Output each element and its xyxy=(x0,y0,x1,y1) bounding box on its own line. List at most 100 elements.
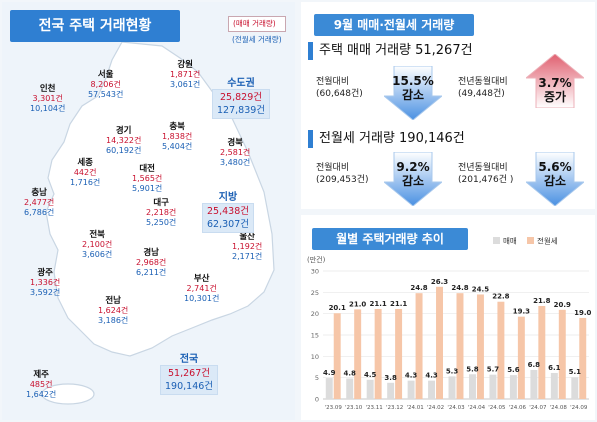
data-label-jeonse: 20.9 xyxy=(554,301,571,309)
x-tick-label: '24.03 xyxy=(447,405,465,411)
region-sale: 1,336건 xyxy=(30,278,61,287)
data-label-sale: 3.8 xyxy=(384,374,397,382)
region-name: 강원 xyxy=(177,60,193,70)
region-sale: 2,741건 xyxy=(186,284,217,293)
y-tick-label: 0 xyxy=(315,396,319,404)
y-tick-label: 30 xyxy=(311,268,319,276)
region-name: 전남 xyxy=(105,296,121,306)
x-tick-label: '24.08 xyxy=(550,405,568,411)
region-chungbuk: 충북 1,838건 5,404건 xyxy=(162,122,192,152)
summary-jeonse: 127,839건 xyxy=(217,105,266,116)
bar-sale xyxy=(428,380,436,399)
x-tick-label: '23.09 xyxy=(325,405,343,411)
legend-sale-label: 매매 xyxy=(503,237,517,246)
region-name: 제주 xyxy=(33,370,49,380)
region-jeonbuk: 전북 2,100건 3,606건 xyxy=(82,230,112,260)
bar-sale xyxy=(469,374,476,399)
jeonse-yoy-rate: 5.6% xyxy=(538,160,572,174)
region-jeonse: 3,606건 xyxy=(82,250,113,259)
sale-yoy-up-arrow-icon: 3.7% 증가 xyxy=(524,53,586,109)
region-name: 광주 xyxy=(37,268,53,278)
region-jeonse: 5,404건 xyxy=(162,142,193,151)
bar-sale xyxy=(509,375,517,399)
region-name: 대구 xyxy=(153,198,169,208)
summary-jeonse: 62,307건 xyxy=(207,219,249,230)
bar-jeonse xyxy=(517,316,525,399)
data-label-sale: 5.3 xyxy=(446,367,459,375)
chart-panel-title: 월별 주택거래량 추이 xyxy=(312,228,468,250)
region-name: 세종 xyxy=(77,158,93,168)
region-sale: 14,322건 xyxy=(106,136,142,145)
region-gyeonggi: 경기 14,322건 60,192건 xyxy=(106,126,141,156)
data-label-jeonse: 20.1 xyxy=(329,304,346,312)
summary-local: 지방 25,438건 62,307건 xyxy=(202,188,254,233)
legend-jeonse: (전월세 거래량) xyxy=(232,35,282,44)
region-chungnam: 충남 2,477건 6,786건 xyxy=(24,188,54,218)
data-label-jeonse: 21.0 xyxy=(349,300,366,308)
region-name: 부산 xyxy=(193,274,210,284)
region-name: 대전 xyxy=(139,164,155,174)
region-jeonse: 1,716건 xyxy=(70,178,101,187)
jeonse-mom-down-arrow-icon: 9.2% 감소 xyxy=(382,151,444,207)
region-sale: 2,968건 xyxy=(136,258,167,267)
region-daegu: 대구 2,218건 5,250건 xyxy=(146,198,176,228)
region-sale: 2,100건 xyxy=(82,240,113,249)
sale-mom-down-arrow-icon: 15.5% 감소 xyxy=(382,65,444,121)
korea-mainland-shape xyxy=(45,41,275,357)
data-label-sale: 5.6 xyxy=(507,366,520,374)
region-jeonse: 57,543건 xyxy=(88,90,124,99)
legend-swatch-sale xyxy=(493,237,500,244)
region-name: 충남 xyxy=(31,188,47,198)
y-tick-label: 5 xyxy=(315,374,319,382)
region-sale: 3,301건 xyxy=(32,94,63,103)
summary-sale: 51,267건 xyxy=(168,368,210,379)
data-label-jeonse: 19.3 xyxy=(513,308,530,316)
region-jeonse: 2,171건 xyxy=(232,252,263,261)
jeonse-mom-dir: 감소 xyxy=(401,174,425,188)
summary-sale: 25,829건 xyxy=(220,92,262,103)
data-label-jeonse: 19.0 xyxy=(574,309,591,317)
data-label-jeonse: 21.8 xyxy=(533,297,550,305)
region-jeju: 제주 485건 1,642건 xyxy=(26,370,56,400)
bar-jeonse xyxy=(395,308,403,399)
summary-panel-title: 9월 매매·전월세 거래량 xyxy=(314,14,474,36)
bar-sale xyxy=(550,372,558,399)
x-tick-label: '24.01 xyxy=(406,405,423,411)
data-label-jeonse: 24.5 xyxy=(472,285,489,293)
sale-yoy-rate: 3.7% xyxy=(538,76,572,90)
region-sale: 2,218건 xyxy=(146,208,177,217)
region-gyeongbuk: 경북 2,581건 3,480건 xyxy=(220,138,250,168)
x-tick-label: '23.12 xyxy=(386,405,403,411)
legend-swatch-jeonse xyxy=(527,237,534,244)
region-jeonse: 6,211건 xyxy=(136,268,167,277)
data-label-jeonse: 24.8 xyxy=(451,284,468,292)
y-tick-label: 20 xyxy=(311,310,319,318)
bar-jeonse xyxy=(354,309,362,399)
data-label-jeonse: 21.1 xyxy=(390,300,407,308)
region-jeonse: 3,480건 xyxy=(220,158,251,167)
bar-jeonse xyxy=(497,301,505,399)
region-name: 전북 xyxy=(89,230,105,240)
x-tick-label: '24.07 xyxy=(529,405,547,411)
y-tick-label: 15 xyxy=(311,332,319,340)
summary-nation: 전국 51,267건 190,146건 xyxy=(160,350,219,395)
summary-values: 25,438건 62,307건 xyxy=(202,203,254,233)
data-label-sale: 5.8 xyxy=(466,365,479,373)
region-jeonse: 10,104건 xyxy=(30,104,66,113)
data-label-sale: 6.1 xyxy=(548,364,561,372)
sale-mom-base: (60,648건) xyxy=(316,89,363,99)
bar-sale xyxy=(448,376,456,399)
monthly-volume-chart: 매매 전월세 (만건) 0 5 10 15 20 25 30 4.9 20.1 '23.09 4.… xyxy=(307,236,592,412)
sale-yoy-label: 전년동월대비 xyxy=(458,77,508,87)
region-gwangju: 광주 1,336건 3,592건 xyxy=(30,268,60,298)
region-name: 경북 xyxy=(227,138,243,148)
bar-jeonse xyxy=(456,293,464,399)
x-tick-label: '23.11 xyxy=(366,405,383,411)
region-sale: 8,206건 xyxy=(90,80,121,89)
region-seoul: 서울 8,206건 57,543건 xyxy=(88,70,123,100)
data-label-sale: 6.8 xyxy=(528,361,541,369)
region-name: 울산 xyxy=(239,232,255,242)
summary-values: 51,267건 190,146건 xyxy=(160,365,219,395)
region-sale: 1,871건 xyxy=(170,70,201,79)
sale-yoy-label-group: 전년동월대비 (49,448건) xyxy=(458,76,508,100)
